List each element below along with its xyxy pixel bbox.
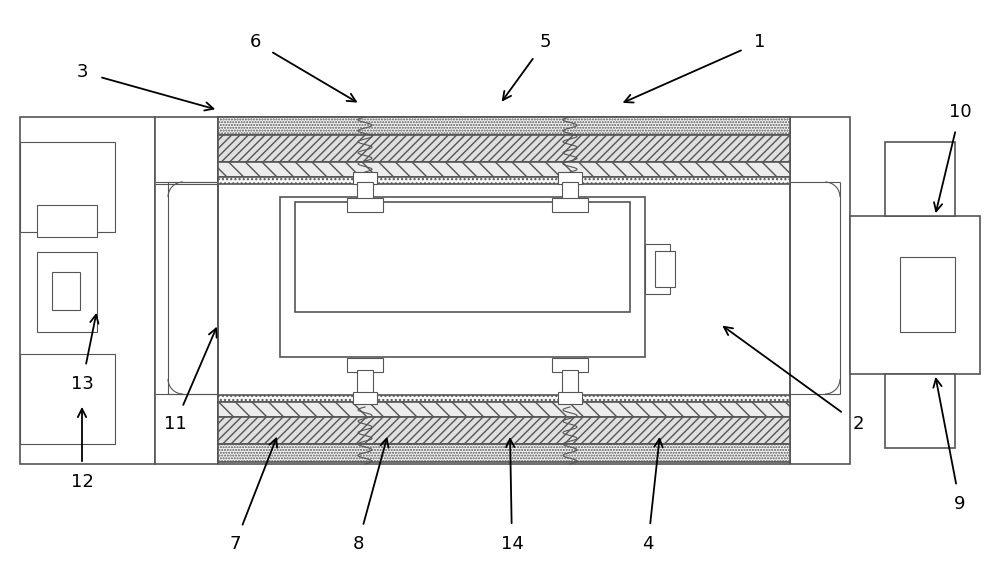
Bar (558, 172, 582, 184)
Text: 9: 9 (954, 495, 966, 513)
Text: 12: 12 (71, 473, 93, 491)
Bar (218, 402, 790, 417)
Bar (52, 272, 80, 310)
Bar (37, 205, 97, 237)
Bar (295, 202, 630, 312)
Text: 8: 8 (352, 535, 364, 553)
Text: 7: 7 (229, 535, 241, 553)
Bar (218, 162, 790, 177)
Bar (155, 117, 218, 464)
Bar (562, 182, 578, 202)
Bar (645, 244, 670, 294)
Bar (218, 135, 790, 162)
Bar (562, 370, 578, 394)
Bar (558, 392, 582, 404)
Bar (347, 198, 383, 212)
Text: 13: 13 (71, 375, 93, 393)
Bar (37, 252, 97, 332)
Bar (885, 142, 955, 216)
Bar (20, 117, 155, 464)
Bar (280, 197, 645, 357)
Text: 11: 11 (164, 415, 186, 433)
Bar (790, 117, 850, 464)
Bar (655, 251, 675, 287)
Bar (20, 142, 115, 232)
Bar (353, 392, 377, 404)
Bar (552, 358, 588, 372)
Text: 1: 1 (754, 33, 766, 51)
Text: 14: 14 (501, 535, 523, 553)
Text: 5: 5 (539, 33, 551, 51)
Bar (218, 177, 790, 184)
Text: 4: 4 (642, 535, 654, 553)
Bar (20, 354, 115, 444)
Text: 6: 6 (249, 33, 261, 51)
Bar (357, 182, 373, 202)
Bar (850, 216, 980, 374)
Text: 3: 3 (76, 63, 88, 81)
Bar (900, 257, 955, 332)
Bar (218, 117, 790, 135)
Bar (218, 395, 790, 402)
Bar (218, 417, 790, 444)
Bar (885, 374, 955, 448)
Bar (357, 370, 373, 394)
Text: 2: 2 (852, 415, 864, 433)
Bar (218, 444, 790, 462)
Text: 10: 10 (949, 103, 971, 121)
Bar (353, 172, 377, 184)
Bar (347, 358, 383, 372)
Bar (552, 198, 588, 212)
Bar (295, 299, 630, 354)
